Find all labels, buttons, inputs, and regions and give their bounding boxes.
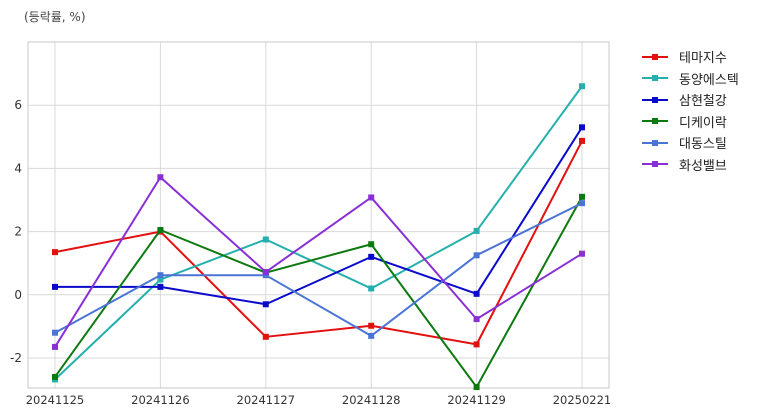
data-point bbox=[157, 283, 164, 290]
data-point bbox=[368, 322, 375, 329]
legend-swatch bbox=[640, 71, 670, 85]
legend-label: 디케이락 bbox=[679, 115, 727, 131]
series-line bbox=[54, 140, 583, 346]
legend-label: 화성밸브 bbox=[679, 158, 727, 174]
grid-lines bbox=[28, 42, 609, 388]
series-1 bbox=[52, 137, 585, 348]
data-point bbox=[52, 283, 58, 290]
y-axis-unit-label: (등락률, %) bbox=[24, 10, 86, 24]
data-point bbox=[368, 194, 375, 201]
x-tick-label: 20241129 bbox=[447, 393, 506, 407]
series-line bbox=[54, 85, 583, 381]
data-point bbox=[473, 252, 480, 259]
series-line bbox=[54, 202, 583, 337]
legend-label: 삼현철강 bbox=[679, 94, 727, 110]
x-tick-label: 20250221 bbox=[553, 393, 612, 407]
y-tick-label: 0 bbox=[14, 288, 22, 302]
y-tick-label: 4 bbox=[14, 161, 22, 175]
legend-swatch bbox=[640, 157, 670, 171]
legend-label: 테마지수 bbox=[679, 51, 727, 67]
data-point bbox=[579, 83, 585, 90]
legend-item: 대동스틸 bbox=[640, 132, 739, 154]
data-point bbox=[157, 174, 164, 181]
legend-item: 삼현철강 bbox=[640, 89, 739, 111]
y-tick-label: 2 bbox=[14, 225, 22, 239]
data-point bbox=[579, 200, 585, 207]
data-point bbox=[473, 227, 480, 234]
data-point bbox=[262, 333, 269, 340]
legend-item: 디케이락 bbox=[640, 111, 739, 133]
data-point bbox=[473, 290, 480, 297]
data-point bbox=[157, 276, 164, 283]
series-6 bbox=[52, 174, 585, 350]
data-point bbox=[262, 272, 269, 279]
data-point bbox=[473, 341, 480, 348]
tick-labels: -2 0 2 4 6 20241125 20241126 20241127 20241128 20… bbox=[10, 98, 611, 407]
legend-label: 동양에스텍 bbox=[679, 72, 739, 88]
data-point bbox=[52, 343, 58, 350]
legend-item: 테마지수 bbox=[640, 46, 739, 68]
x-tick-label: 20241127 bbox=[237, 393, 296, 407]
data-point bbox=[473, 316, 480, 323]
series-line bbox=[54, 196, 583, 389]
data-point bbox=[473, 384, 480, 391]
legend-swatch bbox=[640, 50, 670, 64]
data-point bbox=[579, 137, 585, 144]
series-3 bbox=[52, 124, 585, 308]
x-tick-label: 20241126 bbox=[131, 393, 190, 407]
data-point bbox=[262, 269, 269, 276]
data-point bbox=[157, 227, 164, 234]
data-point bbox=[262, 301, 269, 308]
series-5 bbox=[52, 200, 585, 339]
plot-border bbox=[27, 41, 610, 389]
data-point bbox=[368, 332, 375, 339]
legend-swatch bbox=[640, 114, 670, 128]
data-point bbox=[368, 241, 375, 248]
data-point bbox=[579, 193, 585, 200]
y-tick-label: 6 bbox=[14, 98, 22, 112]
plot-frame bbox=[27, 41, 610, 389]
y-tick-label: -2 bbox=[10, 351, 22, 365]
data-point bbox=[52, 249, 58, 256]
data-point bbox=[262, 236, 269, 243]
data-point bbox=[52, 329, 58, 336]
legend-item: 화성밸브 bbox=[640, 154, 739, 176]
data-point bbox=[368, 285, 375, 292]
data-point bbox=[579, 124, 585, 131]
legend-swatch bbox=[640, 93, 670, 107]
legend-swatch bbox=[640, 136, 670, 150]
series-layer bbox=[52, 83, 585, 391]
data-point bbox=[157, 272, 164, 279]
data-point bbox=[52, 373, 58, 380]
data-point bbox=[579, 250, 585, 257]
x-tick-label: 20241128 bbox=[342, 393, 401, 407]
x-tick-label: 20241125 bbox=[26, 393, 85, 407]
legend-label: 대동스틸 bbox=[679, 137, 727, 153]
data-point bbox=[368, 253, 375, 260]
legend-item: 동양에스텍 bbox=[640, 68, 739, 90]
series-line bbox=[55, 126, 583, 306]
series-line bbox=[54, 176, 583, 348]
